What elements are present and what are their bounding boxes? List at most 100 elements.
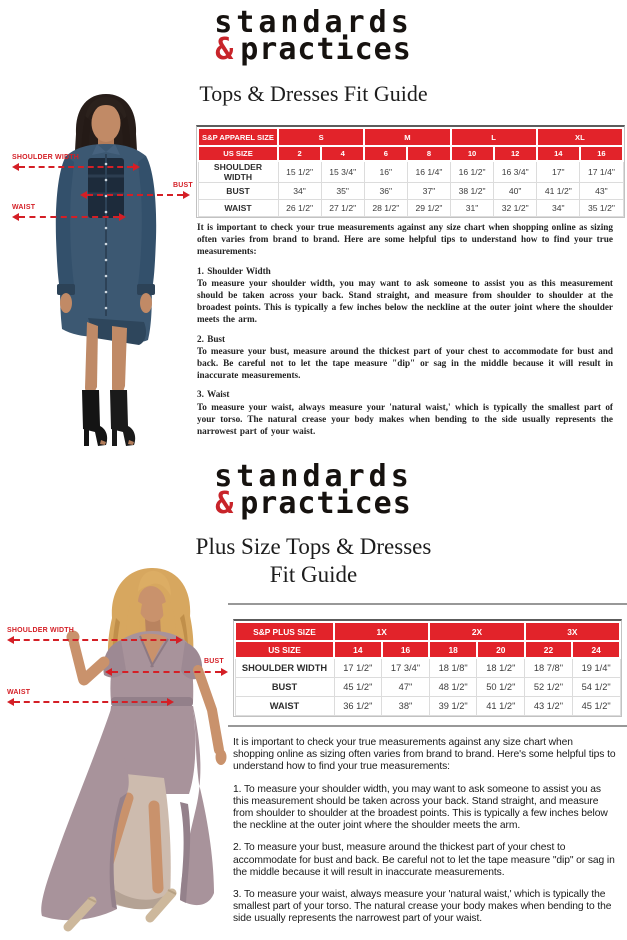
us-size-20: 20 <box>475 640 526 659</box>
size-group-s: S <box>276 127 366 147</box>
measurement-value: 39 1/2" <box>428 695 478 716</box>
shoulder-width-label: SHOULDER WIDTH <box>12 154 79 161</box>
plus-tip-2: 2. To measure your bust, measure around … <box>233 842 615 878</box>
us-size-2: 2 <box>276 145 323 162</box>
measurement-row-shoulder-width: SHOULDER WIDTH 15 1/2" 15 3/4" 16" 16 1/4" 16… <box>197 160 624 183</box>
measurement-label: SHOULDER WIDTH <box>234 657 335 678</box>
brand-ampersand: & <box>215 486 235 521</box>
measurement-value: 16 3/4" <box>493 160 538 183</box>
tops-dresses-measuring-tips: It is important to check your true measu… <box>197 221 613 444</box>
measurement-row-bust: BUST 34" 35" 36" 37" 38 1/2" 40" 41 1/2" 43" <box>197 182 624 200</box>
measurement-value: 43 1/2" <box>524 695 573 716</box>
arrow-left-icon <box>7 635 14 644</box>
measurement-value: 36 1/2" <box>333 695 383 716</box>
measurement-value: 19 1/4" <box>571 657 621 678</box>
arrow-right-icon <box>221 667 228 676</box>
brand-ampersand: & <box>215 32 235 67</box>
size-group-3x: 3X <box>523 621 622 642</box>
arrow-left-icon <box>12 212 19 221</box>
tip-heading-1: 1. Shoulder Width <box>197 265 271 276</box>
measurement-value: 48 1/2" <box>428 676 478 697</box>
arrow-right-icon <box>119 212 126 221</box>
us-size-label: US SIZE <box>234 640 335 659</box>
divider-rule-top <box>228 603 627 605</box>
size-group-m: M <box>363 127 452 147</box>
tops-dresses-size-table: S&P APPAREL SIZE S M L XL US SIZE 2 4 6 8 10 12 14 16… <box>197 127 625 217</box>
arrow-left-icon <box>80 190 87 199</box>
measurement-value: 37" <box>406 182 452 200</box>
measurement-value: 27 1/2" <box>320 199 365 217</box>
measurement-label: WAIST <box>234 695 335 716</box>
us-size-label: US SIZE <box>197 145 279 162</box>
measurement-row-waist: WAIST 26 1/2" 27 1/2" 28 1/2" 29 1/2" 31" 32 1… <box>197 199 624 217</box>
measurement-value: 45 1/2" <box>333 676 383 697</box>
arrow-right-icon <box>176 635 183 644</box>
shoulder-width-arrow-plus <box>7 635 183 644</box>
measurement-value: 17 1/4" <box>579 160 624 183</box>
us-size-6: 6 <box>363 145 409 162</box>
bust-arrow-plus <box>105 667 228 676</box>
plus-tip-3: 3. To measure your waist, always measure… <box>233 889 612 925</box>
brand-logo: standards & practices <box>0 5 627 67</box>
us-size-22: 22 <box>523 640 574 659</box>
bust-label: BUST <box>173 182 193 189</box>
measurement-value: 43" <box>579 182 624 200</box>
measurement-value: 28 1/2" <box>363 199 408 217</box>
measurement-label: BUST <box>197 182 279 200</box>
section2-title-line2: Fit Guide <box>269 562 358 587</box>
measurement-value: 17 1/2" <box>333 657 383 678</box>
table-corner-label: S&P PLUS SIZE <box>234 621 335 642</box>
brand-logo-plus: standards & practices <box>0 459 627 521</box>
section2-title: Plus Size Tops & Dresses Fit Guide <box>0 533 627 589</box>
brand-line1: standards <box>214 5 413 40</box>
measurement-value: 50 1/2" <box>476 676 526 697</box>
brand-line1: standards <box>214 459 413 494</box>
intro-paragraph: It is important to check your true measu… <box>197 222 613 257</box>
brand-line2: & practices <box>215 486 412 521</box>
measurement-value: 45 1/2" <box>571 695 621 716</box>
plus-size-chart: S&P PLUS SIZE 1X 2X 3X US SIZE 14 16 18 20 22 24 SH… <box>233 619 622 717</box>
measurement-value: 17" <box>536 160 581 183</box>
waist-arrow-plus <box>7 697 174 706</box>
arrow-right-icon <box>167 697 174 706</box>
intro-paragraph-plus: It is important to check your true measu… <box>233 737 616 773</box>
tip-heading-2: 2. Bust <box>197 333 226 344</box>
section2-title-line1: Plus Size Tops & Dresses <box>195 534 432 559</box>
measurement-value: 15 1/2" <box>277 160 322 183</box>
measurement-row-waist: WAIST 36 1/2" 38" 39 1/2" 41 1/2" 43 1/2" 45 1… <box>234 695 621 716</box>
measurement-label: WAIST <box>197 199 279 217</box>
us-size-24: 24 <box>571 640 621 659</box>
tops-dresses-size-chart: S&P APPAREL SIZE S M L XL US SIZE 2 4 6 8 10 12 14 16… <box>196 125 625 218</box>
measurement-value: 32 1/2" <box>493 199 538 217</box>
arrow-right-icon <box>183 190 190 199</box>
measurement-value: 18 1/8" <box>428 657 478 678</box>
divider-rule-bottom <box>228 725 627 727</box>
measurement-value: 34" <box>277 182 322 200</box>
size-group-l: L <box>449 127 538 147</box>
measurement-label: SHOULDER WIDTH <box>197 160 279 183</box>
measurement-value: 52 1/2" <box>524 676 573 697</box>
us-size-16: 16 <box>380 640 431 659</box>
measurement-value: 29 1/2" <box>406 199 452 217</box>
measurement-value: 38" <box>381 695 430 716</box>
measurement-label: BUST <box>234 676 335 697</box>
waist-label-plus: WAIST <box>7 689 31 696</box>
us-size-14: 14 <box>333 640 383 659</box>
size-group-2x: 2X <box>428 621 526 642</box>
measurement-value: 17 3/4" <box>381 657 430 678</box>
measurement-value: 31" <box>449 199 495 217</box>
model-photo-tops-dresses <box>55 94 157 446</box>
size-group-1x: 1X <box>332 621 431 642</box>
measurement-value: 16 1/2" <box>449 160 495 183</box>
measurement-value: 41 1/2" <box>476 695 526 716</box>
section1-title: Tops & Dresses Fit Guide <box>199 81 428 106</box>
us-size-18: 18 <box>428 640 478 659</box>
measurement-value: 16 1/4" <box>406 160 452 183</box>
waist-label: WAIST <box>12 204 36 211</box>
tip-heading-3: 3. Waist <box>197 389 230 400</box>
arrow-left-icon <box>7 697 14 706</box>
measurement-value: 16" <box>363 160 408 183</box>
measurement-value: 36" <box>363 182 408 200</box>
tip-body-1: To measure your shoulder width, you may … <box>197 277 613 325</box>
measurement-value: 18 1/2" <box>476 657 526 678</box>
